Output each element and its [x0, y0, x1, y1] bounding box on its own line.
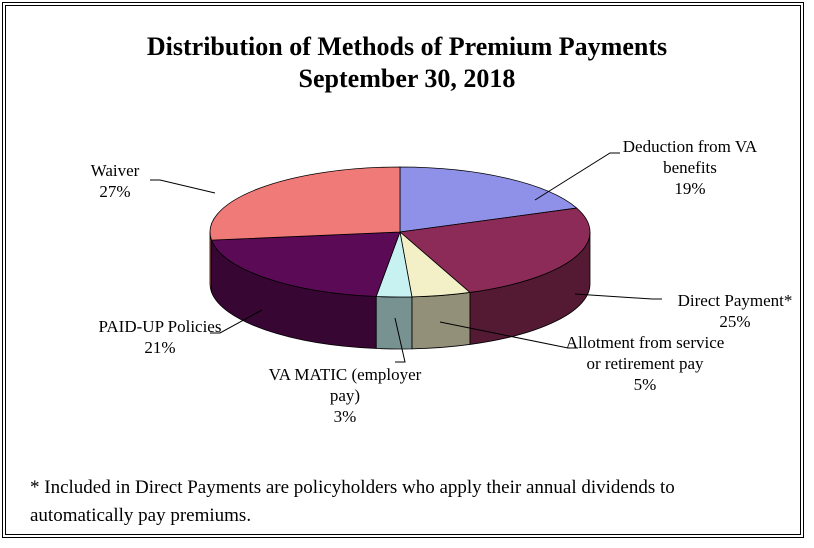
slice-side — [375, 296, 413, 350]
frame — [2, 2, 804, 538]
slice-label: Allotment from service or retirement pay… — [560, 332, 730, 395]
leader-line — [439, 321, 578, 349]
chart-title: Distribution of Methods of Premium Payme… — [146, 32, 668, 61]
slice — [210, 231, 401, 297]
value-label: 25% — [719, 312, 751, 331]
category-label: Waiver — [90, 161, 140, 180]
leader-line — [574, 293, 662, 300]
category-label: Allotment from service or retirement pay — [565, 333, 725, 373]
slice — [399, 166, 578, 233]
leader-line — [394, 317, 406, 363]
category-label: PAID-UP Policies — [98, 317, 222, 336]
value-label: 21% — [144, 338, 176, 357]
chart-subtitle: September 30, 2018 — [298, 64, 516, 93]
value-label: 3% — [333, 407, 357, 426]
value-label: 27% — [99, 182, 131, 201]
value-label: 19% — [674, 179, 706, 198]
leader-line — [150, 179, 216, 194]
slice-side — [411, 291, 471, 350]
slice — [209, 166, 401, 241]
category-label: Direct Payment* — [677, 291, 793, 310]
slice-label: VA MATIC (employer pay) 3% — [255, 364, 435, 427]
category-label: VA MATIC (employer pay) — [268, 365, 422, 405]
slice-label: PAID-UP Policies 21% — [70, 316, 250, 358]
slice — [399, 207, 591, 293]
footnote: * Included in Direct Payments are policy… — [30, 477, 675, 526]
leader-line — [210, 309, 263, 334]
slice-label: Waiver 27% — [40, 160, 190, 202]
value-label: 5% — [633, 375, 657, 394]
slice-side — [209, 231, 212, 293]
category-label: Deduction from VA benefits — [622, 137, 758, 177]
leader-line — [534, 152, 620, 201]
slice-label: Direct Payment* 25% — [650, 290, 814, 332]
slice-label: Deduction from VA benefits 19% — [600, 136, 780, 199]
